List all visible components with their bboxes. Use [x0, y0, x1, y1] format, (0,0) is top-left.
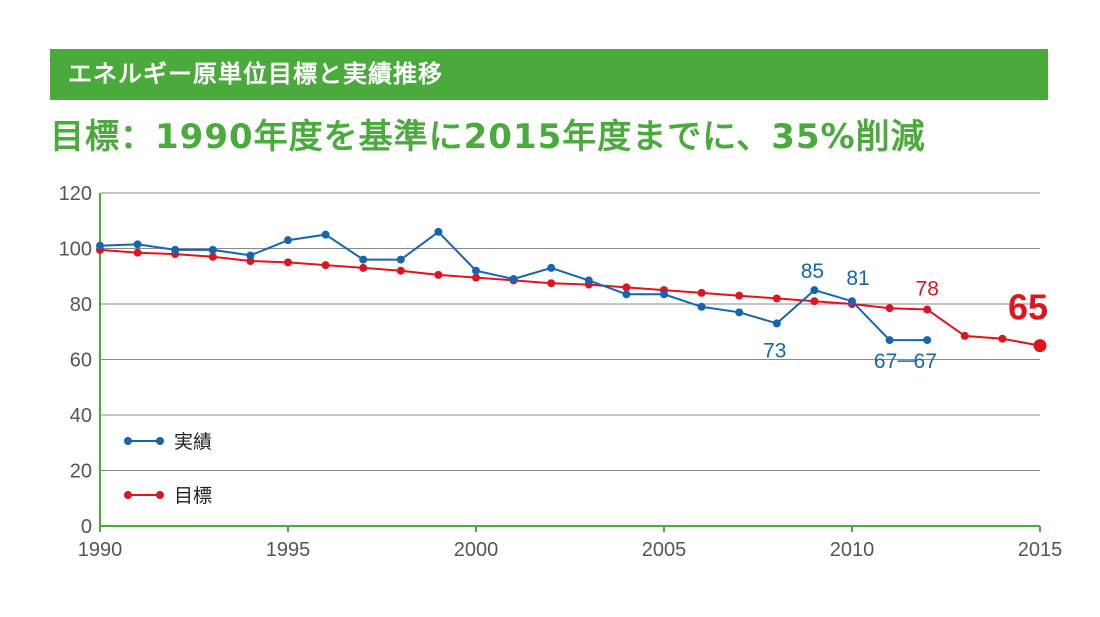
data-point-actual [472, 266, 480, 275]
x-tick-label: 1995 [266, 539, 311, 561]
data-point-target [885, 304, 894, 313]
data-point-actual [735, 308, 744, 317]
data-point-actual [848, 297, 856, 306]
data-point-actual [434, 227, 443, 236]
x-tick-label: 2005 [642, 539, 687, 561]
data-label: 73 [763, 339, 786, 362]
data-point-target [434, 270, 443, 279]
data-point-actual [246, 251, 255, 260]
y-tick-label: 100 [59, 239, 92, 261]
data-point-actual [584, 276, 593, 285]
data-point-target [396, 266, 405, 275]
x-tick-label: 2010 [830, 539, 875, 561]
data-label: 85 [801, 260, 824, 283]
banner-title: エネルギー原単位目標と実績推移 [68, 60, 443, 88]
data-point-actual [622, 290, 631, 299]
data-point-actual [321, 230, 330, 239]
data-point-actual [660, 290, 668, 299]
data-point-target [547, 279, 556, 288]
data-point-target [1033, 339, 1047, 353]
data-point-actual [171, 245, 180, 254]
data-point-target [998, 334, 1007, 343]
headline: 目標：1990年度を基準に2015年度までに、35%削減 [50, 117, 926, 157]
data-point-actual [284, 236, 292, 245]
data-point-target [772, 294, 781, 303]
y-tick-label: 20 [70, 461, 92, 483]
data-label: 67 [874, 350, 897, 373]
data-label: 81 [846, 267, 869, 290]
data-point-target [697, 288, 706, 297]
data-point-actual [547, 263, 556, 272]
y-tick-label: 0 [81, 516, 92, 538]
data-point-actual [923, 336, 932, 345]
data-label: 67 [914, 350, 937, 373]
y-tick-label: 80 [70, 294, 92, 316]
data-point-target [810, 297, 819, 306]
data-point-target [246, 256, 255, 265]
data-point-target [960, 331, 969, 340]
data-point-target [208, 252, 217, 261]
x-tick-label: 2000 [454, 539, 499, 561]
data-point-actual [396, 255, 405, 264]
legend-swatch-dot [124, 437, 132, 445]
data-point-actual [885, 336, 894, 345]
data-point-actual [133, 240, 142, 249]
data-point-target [923, 305, 932, 314]
data-point-actual [208, 245, 217, 254]
x-tick-label: 1990 [78, 539, 123, 561]
data-point-target [284, 258, 292, 267]
data-point-target [472, 273, 480, 282]
y-tick-label: 60 [70, 350, 92, 372]
data-point-target [359, 263, 368, 272]
legend-label: 実績 [174, 431, 212, 453]
legend-label: 目標 [174, 485, 212, 507]
data-point-target [321, 261, 330, 270]
legend-swatch-dot [156, 491, 164, 499]
data-label: 78 [916, 278, 939, 301]
y-tick-label: 40 [70, 405, 92, 427]
x-tick-label: 2015 [1018, 539, 1063, 561]
title-banner: エネルギー原単位目標と実績推移 [50, 49, 1048, 100]
data-point-target [622, 283, 631, 292]
data-point-actual [96, 241, 104, 250]
series-line-target [99, 248, 1041, 347]
data-point-actual [697, 302, 706, 311]
data-label: 65 [1008, 287, 1048, 328]
y-tick-label: 120 [59, 183, 92, 205]
legend-swatch-dot [156, 437, 164, 445]
data-point-actual [810, 286, 819, 295]
data-point-actual [359, 255, 368, 264]
data-point-target [133, 248, 142, 257]
data-point-actual [772, 319, 781, 328]
legend-swatch-dot [124, 491, 132, 499]
data-point-actual [509, 275, 518, 284]
data-point-target [735, 291, 744, 300]
